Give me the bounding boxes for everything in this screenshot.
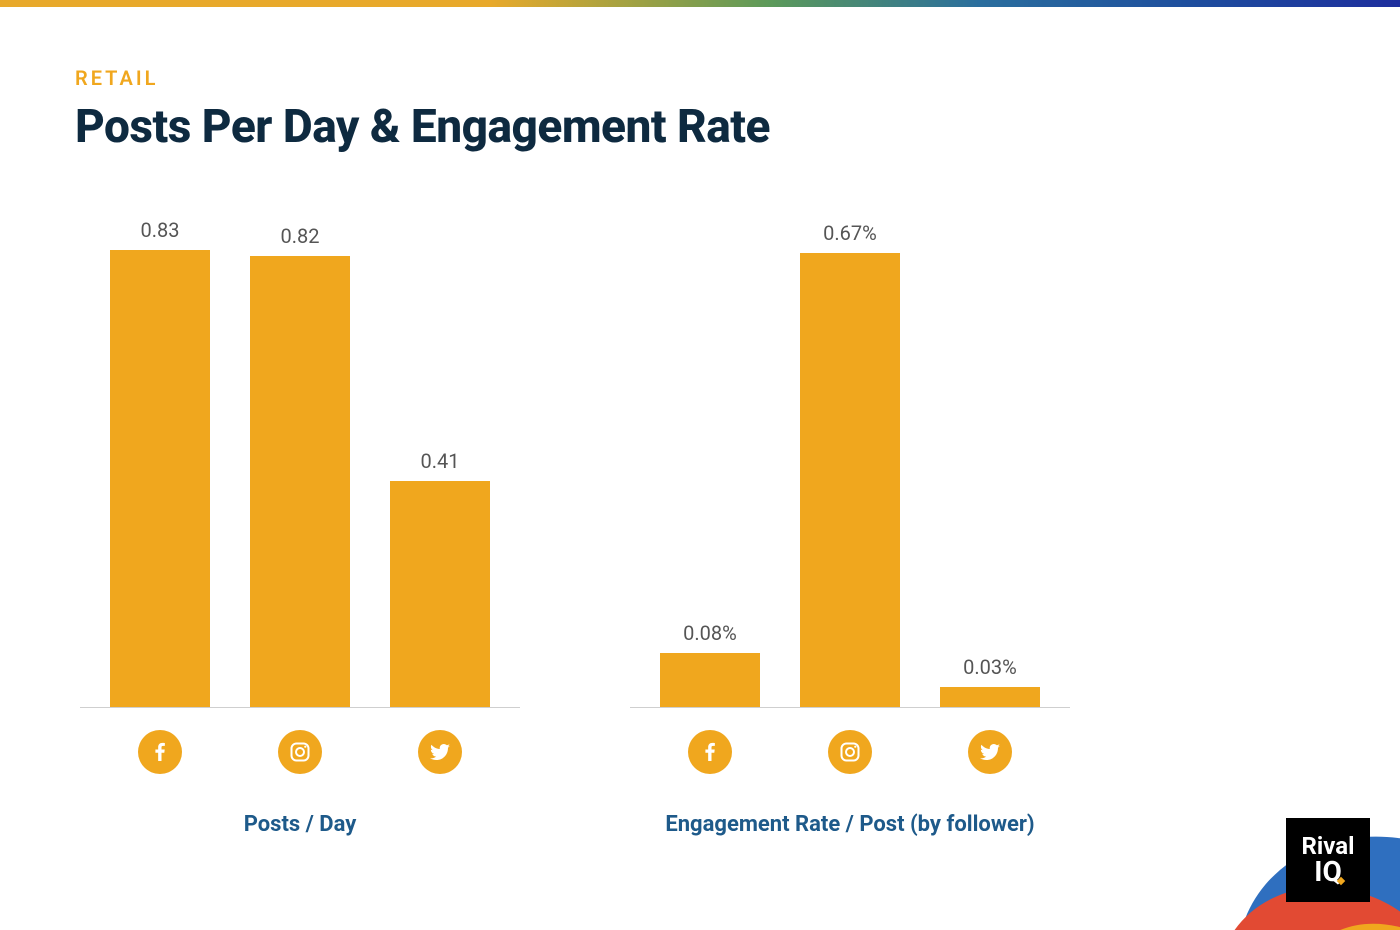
chart-plot: 0.08% 0.67% 0.03% — [630, 240, 1070, 708]
bar-value-label: 0.08% — [683, 621, 737, 645]
twitter-icon — [968, 730, 1012, 774]
logo-line2: I Q — [1314, 858, 1342, 886]
chart-plot: 0.83 0.82 0.41 — [80, 240, 520, 708]
bar-value-label: 0.82 — [281, 224, 320, 248]
bar-column: 0.67% — [790, 221, 910, 707]
content-area: RETAIL Posts Per Day & Engagement Rate — [75, 0, 1325, 154]
logo-char: I — [1314, 858, 1322, 886]
bar — [110, 250, 210, 707]
charts-row: 0.83 0.82 0.41 — [0, 240, 1400, 837]
bar-column: 0.83 — [100, 218, 220, 707]
bar — [660, 653, 760, 707]
bar-column: 0.82 — [240, 224, 360, 707]
chart-title: Posts / Day — [80, 812, 520, 837]
bar-value-label: 0.41 — [421, 449, 460, 473]
chart-title: Engagement Rate / Post (by follower) — [630, 812, 1070, 837]
icons-row — [630, 730, 1070, 774]
bar-value-label: 0.83 — [141, 218, 180, 242]
chart-engagement-rate: 0.08% 0.67% 0.03% — [630, 240, 1070, 837]
report-frame: RETAIL Posts Per Day & Engagement Rate 0… — [0, 0, 1400, 930]
page-title: Posts Per Day & Engagement Rate — [75, 100, 1325, 154]
facebook-icon — [138, 730, 182, 774]
instagram-icon — [278, 730, 322, 774]
facebook-icon — [688, 730, 732, 774]
bar-column: 0.41 — [380, 449, 500, 707]
bar — [940, 687, 1040, 707]
bar-column: 0.08% — [650, 621, 770, 707]
bar — [390, 481, 490, 707]
chart-posts-per-day: 0.83 0.82 0.41 — [80, 240, 520, 837]
bar-value-label: 0.03% — [963, 655, 1017, 679]
bar — [250, 256, 350, 707]
twitter-icon — [418, 730, 462, 774]
brand-logo: Rival I Q — [1286, 818, 1370, 902]
icons-row — [80, 730, 520, 774]
bar-column: 0.03% — [930, 655, 1050, 707]
eyebrow-label: RETAIL — [75, 66, 1325, 90]
instagram-icon — [828, 730, 872, 774]
bar-value-label: 0.67% — [823, 221, 877, 245]
logo-char: Q — [1322, 858, 1341, 886]
bar — [800, 253, 900, 707]
